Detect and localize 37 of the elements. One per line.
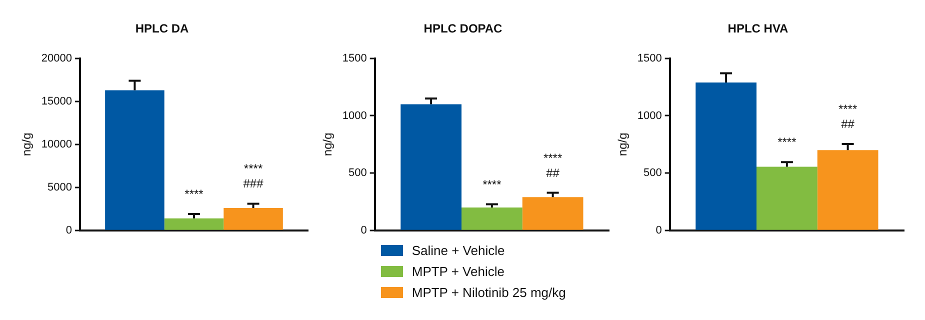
bar [696,82,756,230]
y-tick-label: 0 [360,224,367,236]
legend-label: MPTP + Nilotinib 25 mg/kg [412,285,566,300]
y-axis-title: ng/g [616,132,630,156]
y-axis-title: ng/g [20,132,34,156]
y-tick-label: 5000 [48,181,72,194]
y-tick-label: 0 [66,224,72,236]
annotation: **** ## [838,102,858,132]
chart-title: HPLC DA [135,22,189,36]
y-tick-label: 1000 [637,110,662,122]
y-tick-label: 1500 [637,52,662,64]
bar [817,150,878,230]
y-tick-label: 0 [656,224,662,236]
y-tick-label: 10000 [41,138,72,150]
y-tick-label: 500 [644,167,662,180]
y-tick-label: 1500 [342,52,367,64]
chart-title: HPLC DOPAC [424,22,503,36]
bar [400,104,462,230]
annotation: **** [482,177,502,192]
bar [164,218,224,230]
legend-label: Saline + Vehicle [412,243,505,258]
y-tick-label: 15000 [41,95,72,108]
y-tick-label: 500 [348,167,367,180]
bar [522,197,584,230]
bar [105,90,164,230]
y-axis-title: ng/g [320,132,335,156]
annotation: **** ## [543,150,562,180]
bar [756,166,818,230]
bar [224,208,283,230]
y-tick-label: 20000 [41,52,72,64]
annotation: **** [184,187,204,202]
bar [462,207,522,230]
legend-label: MPTP + Vehicle [412,264,504,279]
y-tick-label: 1000 [342,110,367,122]
annotation: **** [778,135,797,150]
annotation: **** ### [243,162,264,191]
chart-title: HPLC HVA [728,22,789,36]
